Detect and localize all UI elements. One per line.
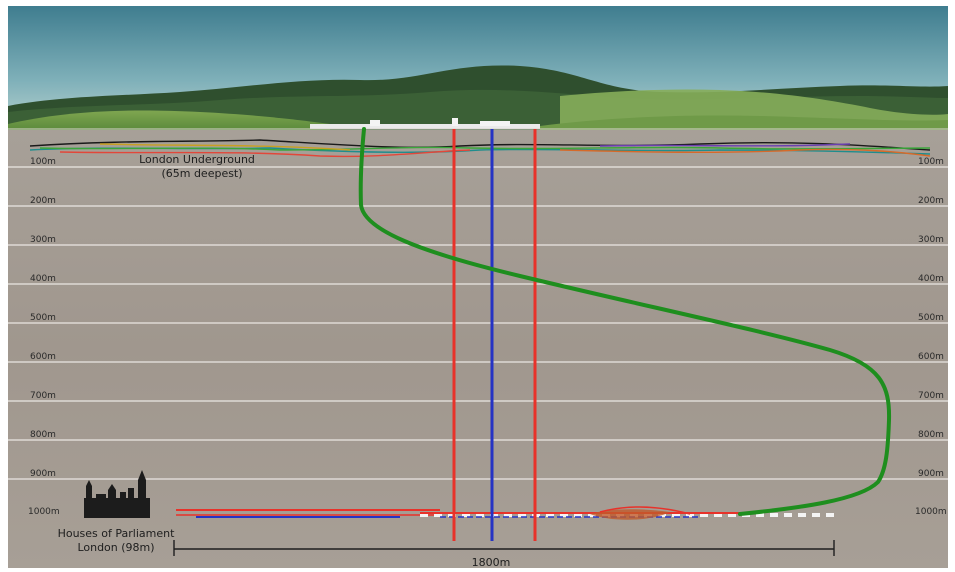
depth-label: 900m [918,469,944,479]
depth-label: 800m [30,430,56,440]
depth-label: 100m [30,157,56,167]
scale-bar-label: 1800m [472,556,511,569]
depth-label: 600m [30,352,56,362]
depth-label: 200m [30,196,56,206]
deviated-well-green [358,127,892,516]
depth-labels-left: 100m 200m 300m 400m 500m 600m 700m 800m … [28,157,60,517]
london-underground-lines [29,139,931,158]
facility-building [480,121,510,126]
underground-depth-annotation: (65m deepest) [161,167,242,180]
depth-label: 700m [918,391,944,401]
depth-label: 500m [918,313,944,323]
meadow-center [540,115,948,130]
parliament-annotation: Houses of Parliament [58,527,176,540]
depth-label: 1000m [28,507,60,517]
underground-annotation: London Underground [139,153,255,166]
depth-label: 200m [918,196,944,206]
depth-label: 100m [918,157,944,167]
facility-building [452,118,458,126]
depth-labels-right: 100m 200m 300m 400m 500m 600m 700m 800m … [915,157,947,517]
depth-label: 1000m [915,507,947,517]
lateral-sections [176,506,835,520]
well-pad [310,124,540,129]
facility-building [370,120,380,126]
depth-label: 800m [918,430,944,440]
depth-label: 400m [30,274,56,284]
depth-label: 700m [30,391,56,401]
depth-grid [8,166,948,480]
depth-label: 500m [30,313,56,323]
subsurface-ground [8,128,948,568]
depth-label: 600m [918,352,944,362]
scale-bar [173,540,835,556]
houses-of-parliament-silhouette [84,470,150,518]
depth-label: 300m [30,235,56,245]
parliament-height-annotation: London (98m) [77,541,154,554]
depth-label: 400m [918,274,944,284]
depth-label: 900m [30,469,56,479]
depth-label: 300m [918,235,944,245]
meadow-left [8,110,330,130]
